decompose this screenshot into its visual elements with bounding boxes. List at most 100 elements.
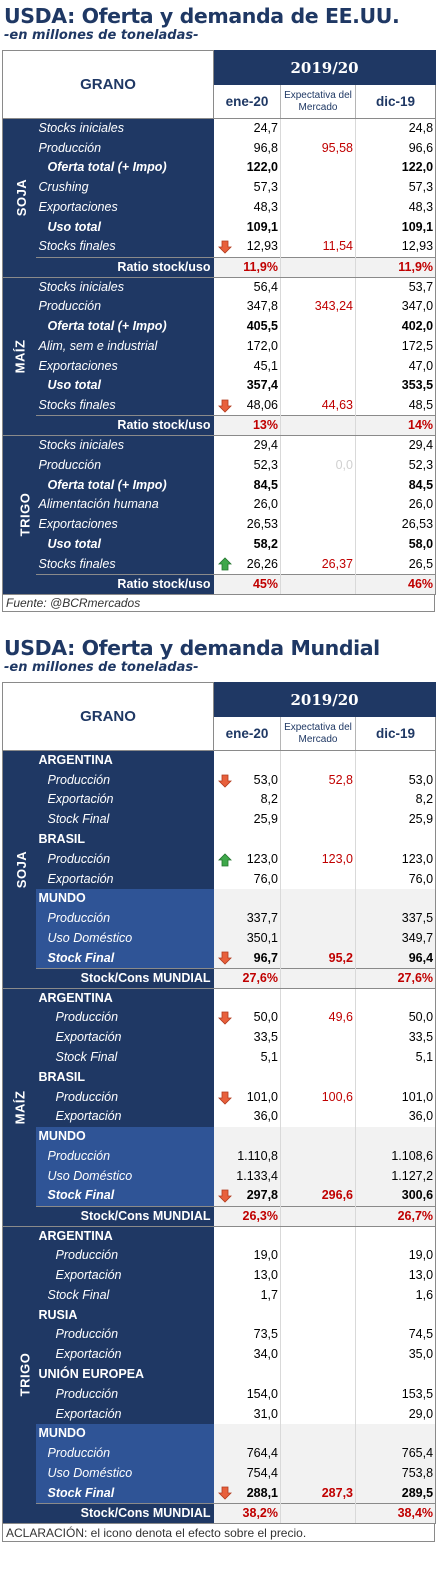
value-ene-20: 8,2 [235, 790, 281, 810]
grain-label: TRIGO [2, 1225, 36, 1524]
world-title: USDA: Oferta y demanda Mundial [4, 636, 380, 660]
value-ene-20: 1.133,4 [235, 1166, 281, 1187]
row-label: Exportación [35, 1404, 214, 1424]
value-ene-20: 122,0 [235, 158, 281, 178]
value-expectativa [280, 514, 356, 535]
value-dic-19 [355, 988, 437, 1009]
row-label: Uso total [35, 217, 214, 238]
value-expectativa [280, 829, 356, 850]
row-label: ARGENTINA [35, 988, 214, 1009]
arrow-down-icon [217, 773, 232, 788]
price-effect-cell [213, 455, 236, 476]
value-expectativa [280, 809, 356, 830]
value-dic-19: 172,5 [355, 336, 437, 357]
value-ene-20: 26,3% [235, 1205, 281, 1227]
value-ene-20: 38,2% [235, 1502, 281, 1524]
price-effect-cell [213, 1424, 236, 1444]
table-row: TRIGO ARGENTINA [2, 1225, 437, 1524]
value-dic-19 [355, 889, 437, 909]
table-row: Uso total 357,4 353,5 [3, 376, 437, 396]
price-effect-cell [213, 1245, 236, 1266]
us-title: USDA: Oferta y demanda de EE.UU. [4, 4, 400, 28]
table-row: SOJA ARGENTINA [2, 750, 437, 989]
price-effect-cell [213, 1483, 236, 1504]
table-row: Exportación 31,0 29,0 [3, 1404, 437, 1424]
value-expectativa [280, 1245, 356, 1266]
value-dic-19: 8,2 [355, 790, 437, 810]
grain-label: MAÍZ [2, 276, 36, 437]
value-expectativa [280, 790, 356, 810]
value-expectativa: 49,6 [280, 1008, 356, 1028]
table-row: Ratio stock/uso 11,9% 11,9% [3, 256, 437, 278]
value-ene-20: 52,3 [235, 455, 281, 476]
value-ene-20: 84,5 [235, 475, 281, 496]
col-expectativa-header: Expectativa del Mercado [280, 716, 356, 751]
row-label: UNIÓN EUROPEA [35, 1364, 214, 1385]
price-effect-cell [213, 1285, 236, 1306]
value-dic-19: 1,6 [355, 1285, 437, 1306]
value-expectativa [280, 1502, 356, 1524]
value-expectativa [280, 1107, 356, 1127]
value-dic-19: 84,5 [355, 475, 437, 496]
value-ene-20: 297,8 [235, 1186, 281, 1207]
table-row: Stocks finales 48,06 44,63 48,5 [3, 395, 437, 416]
grano-header: GRANO [2, 682, 214, 751]
row-label: Ratio stock/uso [35, 573, 214, 595]
value-expectativa [280, 534, 356, 555]
row-label: Oferta total (+ Impo) [35, 158, 214, 178]
value-dic-19: 5,1 [355, 1047, 437, 1068]
year-header: 2019/20 [212, 50, 437, 85]
price-effect-cell [213, 1344, 236, 1365]
row-label: MUNDO [35, 1126, 214, 1147]
row-label: Uso total [35, 376, 214, 396]
price-effect-cell [213, 1146, 236, 1167]
row-label: Ratio stock/uso [35, 256, 214, 278]
value-ene-20: 34,0 [235, 1344, 281, 1365]
price-effect-cell [213, 928, 236, 949]
price-effect-cell [213, 177, 236, 198]
value-ene-20: 764,4 [235, 1443, 281, 1464]
value-dic-19: 47,0 [355, 356, 437, 377]
value-expectativa [280, 1364, 356, 1385]
row-label: Exportaciones [35, 514, 214, 535]
arrow-down-icon [217, 1486, 232, 1500]
price-effect-cell [213, 514, 236, 535]
value-dic-19 [355, 1364, 437, 1385]
value-ene-20 [235, 889, 281, 909]
value-expectativa: 11,54 [280, 237, 356, 258]
row-label: Stocks finales [35, 395, 214, 416]
value-expectativa [280, 1424, 356, 1444]
table-row: Producción 764,4 765,4 [3, 1443, 437, 1464]
value-expectativa [280, 1305, 356, 1326]
price-effect-cell [213, 1027, 236, 1048]
price-effect-cell [213, 316, 236, 337]
row-label: Stocks finales [35, 237, 214, 258]
value-expectativa [280, 1027, 356, 1048]
value-expectativa [280, 217, 356, 238]
value-ene-20 [235, 988, 281, 1009]
table-row: Oferta total (+ Impo) 84,5 84,5 [3, 475, 437, 496]
value-dic-19: 765,4 [355, 1443, 437, 1464]
price-effect-cell [213, 237, 236, 258]
value-dic-19: 29,0 [355, 1404, 437, 1424]
row-label: Uso total [35, 534, 214, 555]
value-ene-20: 56,4 [235, 277, 281, 297]
price-effect-cell [213, 435, 236, 456]
value-dic-19: 122,0 [355, 158, 437, 178]
table-row: Stocks finales 26,26 26,37 26,5 [3, 554, 437, 575]
table-row: Producción 337,7 337,5 [3, 908, 437, 929]
table-row: Oferta total (+ Impo) 405,5 402,0 [3, 316, 437, 337]
table-row: Stock Final 1,7 1,6 [3, 1285, 437, 1306]
value-ene-20 [235, 1305, 281, 1326]
value-ene-20: 58,2 [235, 534, 281, 555]
value-dic-19: 57,3 [355, 177, 437, 198]
value-dic-19: 1.108,6 [355, 1146, 437, 1167]
price-effect-cell [213, 1265, 236, 1286]
price-effect-cell [213, 849, 236, 870]
row-label: Stock Final [35, 1483, 214, 1504]
value-ene-20 [235, 1067, 281, 1088]
value-ene-20: 5,1 [235, 1047, 281, 1068]
row-label: Stock Final [35, 809, 214, 830]
row-label: Exportación [35, 869, 214, 890]
table-row: Uso total 58,2 58,0 [3, 534, 437, 555]
